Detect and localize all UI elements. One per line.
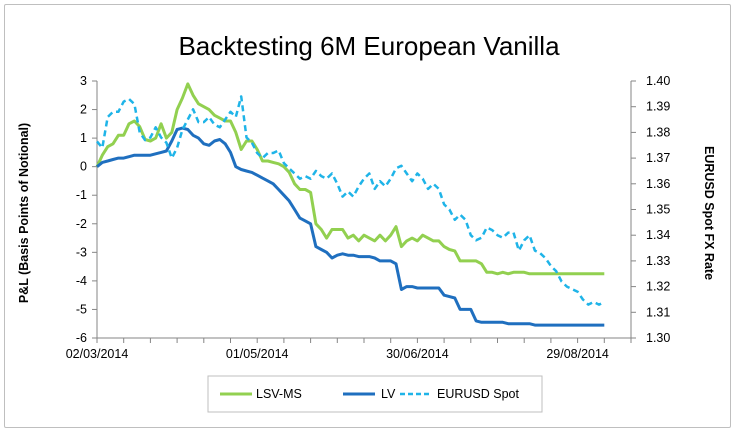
y-tick-label: -3 <box>76 245 87 259</box>
y-tick-label: 0 <box>80 160 87 174</box>
plot-area: 3 2 1 0 -1 -2 -3 -4 -5 -6 1.40 1.39 1.38 1.37 1.36 1.35… <box>66 74 671 361</box>
y-tick-label: -1 <box>76 188 87 202</box>
y2-tick-label: 1.31 <box>646 305 670 319</box>
x-tick-label: 02/03/2014 <box>66 347 129 361</box>
chart-frame <box>4 4 731 428</box>
y2-tick-label: 1.39 <box>646 100 670 114</box>
y2-tick-label: 1.38 <box>646 125 670 139</box>
legend-label-lsv-ms: LSV-MS <box>256 387 302 401</box>
series-line-lv <box>96 126 605 327</box>
x-tick-label: 29/08/2014 <box>546 347 609 361</box>
y2-tick-label: 1.34 <box>646 228 670 242</box>
y2-tick-label: 1.37 <box>646 151 670 165</box>
y2-tick-label: 1.30 <box>646 331 670 345</box>
legend-label-lv: LV <box>381 387 396 401</box>
x-tick-label: 30/06/2014 <box>386 347 449 361</box>
y-tick-label: 3 <box>80 74 87 88</box>
y-tick-label: -4 <box>76 274 87 288</box>
y-tick-label: -6 <box>76 331 87 345</box>
x-tick-label: 01/05/2014 <box>226 347 289 361</box>
y-tick-label: -5 <box>76 302 87 316</box>
y2-tick-label: 1.33 <box>646 254 670 268</box>
y2-tick-label: 1.35 <box>646 203 670 217</box>
y2-axis-title: EURUSD Spot FX Rate <box>702 146 716 280</box>
series-line-lsv-ms <box>95 82 605 276</box>
y-tick-label: -2 <box>76 217 87 231</box>
y2-tick-label: 1.32 <box>646 280 670 294</box>
legend: LSV-MS LV EURUSD Spot <box>207 375 543 413</box>
y2-tick-label: 1.40 <box>646 74 670 88</box>
y-tick-label: 1 <box>80 131 87 145</box>
chart-title: Backtesting 6M European Vanilla <box>178 31 560 61</box>
legend-label-eurusd-spot: EURUSD Spot <box>437 387 519 401</box>
series-line-eurusd-spot <box>96 95 605 306</box>
y-axis-title: P&L (Basis Points of Notional) <box>17 123 31 303</box>
y2-tick-label: 1.36 <box>646 177 670 191</box>
y-tick-label: 2 <box>80 103 87 117</box>
